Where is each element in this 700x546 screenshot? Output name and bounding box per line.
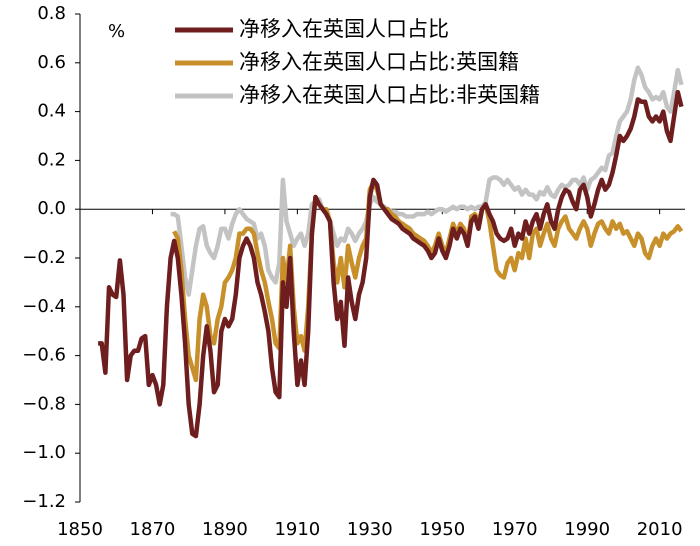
y-tick-label: −1.0	[22, 442, 66, 463]
x-tick-label: 1890	[202, 519, 248, 540]
x-tick-label: 1990	[564, 519, 610, 540]
y-unit: %	[108, 21, 125, 42]
y-tick-label: −1.2	[22, 491, 66, 512]
legend-label: 净移入在英国人口占比:非英国籍	[239, 83, 540, 107]
y-tick-label: 0.4	[37, 101, 66, 122]
y-tick-label: 0.0	[37, 198, 66, 219]
y-tick-label: −0.8	[22, 393, 66, 414]
x-tick-label: 1910	[274, 519, 320, 540]
y-tick-label: −0.2	[22, 247, 66, 268]
y-tick-label: 0.8	[37, 3, 66, 24]
x-tick-label: 1870	[130, 519, 176, 540]
legend-label: 净移入在英国人口占比	[239, 17, 449, 41]
series-line	[98, 89, 684, 439]
x-tick-label: 1970	[492, 519, 538, 540]
y-tick-label: 0.6	[37, 52, 66, 73]
series-line	[170, 65, 684, 297]
series-line	[172, 180, 684, 383]
x-tick-label: 2010	[637, 519, 683, 540]
x-tick-label: 1930	[347, 519, 393, 540]
y-tick-label: −0.6	[22, 345, 66, 366]
y-tick-label: 0.2	[37, 149, 66, 170]
legend-label: 净移入在英国人口占比:英国籍	[239, 50, 519, 74]
x-tick-label: 1950	[419, 519, 465, 540]
y-tick-label: −0.4	[22, 296, 66, 317]
x-tick-label: 1850	[57, 519, 103, 540]
